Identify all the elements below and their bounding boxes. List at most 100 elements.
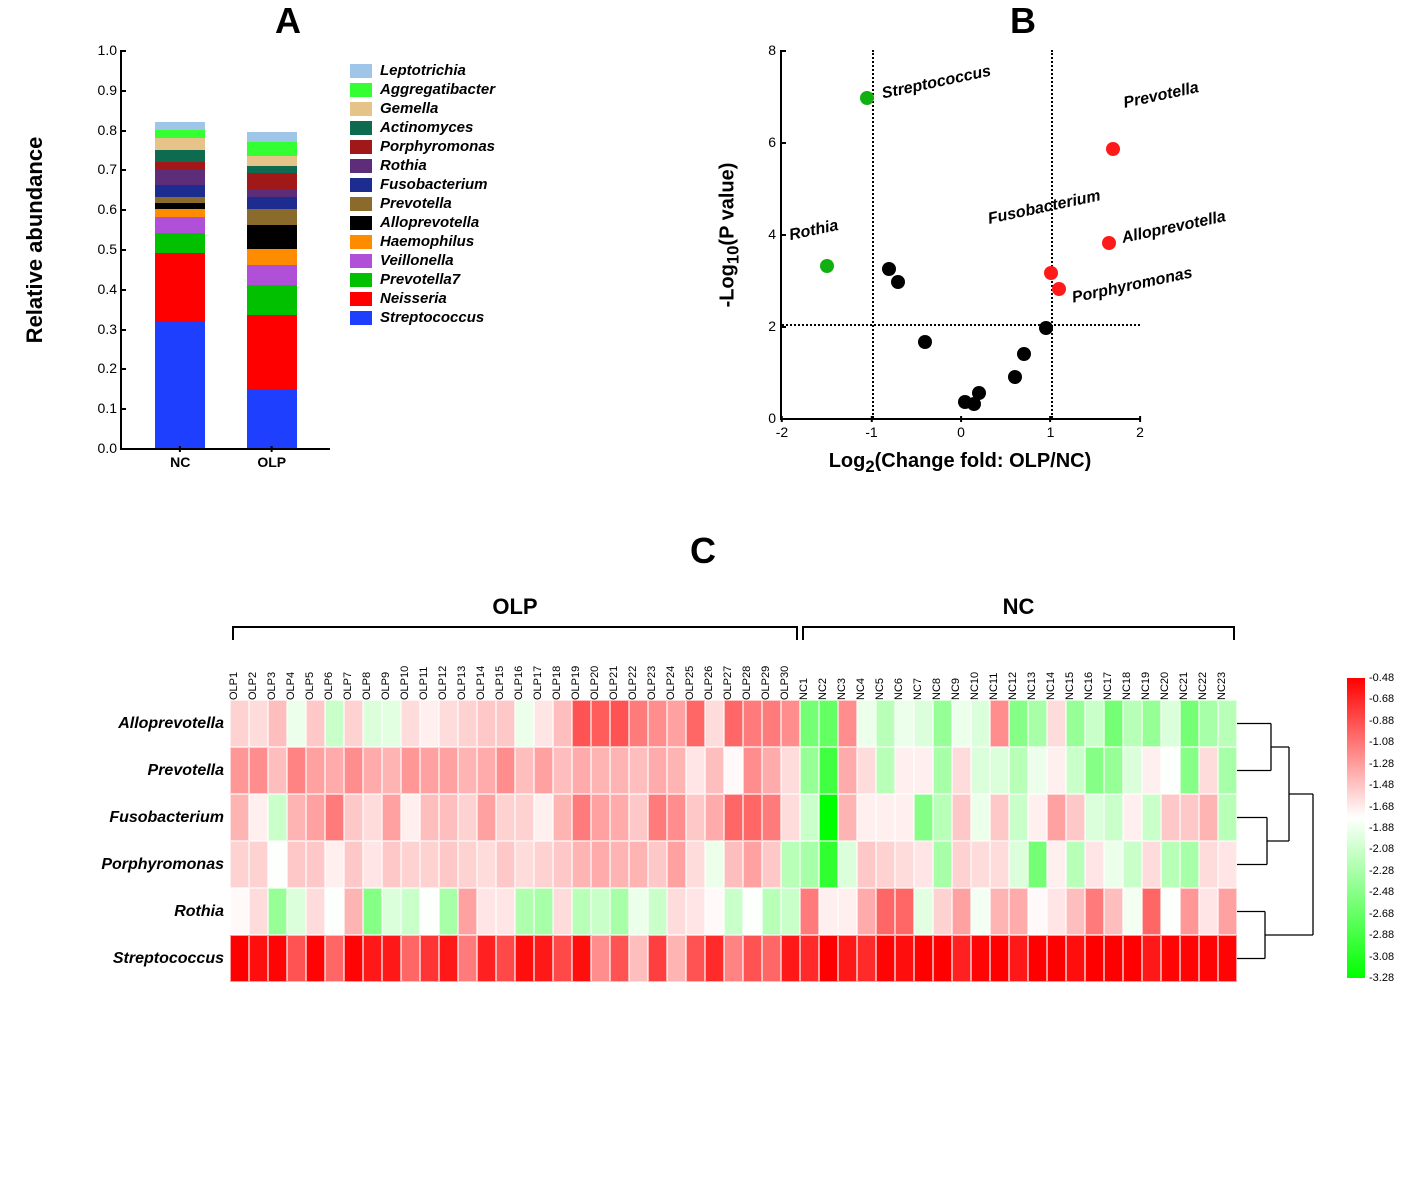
heatmap-cell [1047, 700, 1066, 747]
heatmap-col-label: NC6 [893, 678, 905, 700]
heatmap-cell [458, 747, 477, 794]
legend-text: Actinomyces [380, 119, 473, 136]
panel-a-ytick: 0.4 [77, 281, 117, 297]
legend-swatch [350, 159, 372, 173]
heatmap-col-label: OLP13 [456, 666, 468, 700]
heatmap-cell [268, 700, 287, 747]
heatmap-cell [1028, 794, 1047, 841]
heatmap-col-label: OLP29 [760, 666, 772, 700]
heatmap-cell [1104, 794, 1123, 841]
panel-b-volcano: -Log10(P value) Log2(Change fold: OLP/NC… [700, 40, 1400, 480]
heatmap-col-label: NC10 [969, 672, 981, 700]
heatmap-cell [724, 935, 743, 982]
heatmap-cell [933, 935, 952, 982]
group-label: NC [1003, 594, 1035, 620]
legend-item: Porphyromonas [350, 138, 630, 155]
heatmap-cell [401, 935, 420, 982]
heatmap-cell [382, 841, 401, 888]
heatmap-cell [610, 700, 629, 747]
heatmap-cell [553, 935, 572, 982]
panel-b-ytick: 4 [752, 226, 776, 242]
heatmap-cell [249, 841, 268, 888]
heatmap-cell [952, 794, 971, 841]
heatmap-cell [876, 747, 895, 794]
heatmap-cell [876, 888, 895, 935]
heatmap-cell [1123, 747, 1142, 794]
heatmap-cell [458, 841, 477, 888]
heatmap-cell [572, 794, 591, 841]
legend-swatch [350, 102, 372, 116]
heatmap-cell [306, 888, 325, 935]
heatmap-cell [1066, 935, 1085, 982]
heatmap-cell [439, 794, 458, 841]
heatmap-cell [325, 888, 344, 935]
heatmap-cell [230, 700, 249, 747]
heatmap-cell [1180, 794, 1199, 841]
bar-segment [155, 162, 205, 170]
bar-segment [247, 265, 297, 285]
heatmap-cell [420, 841, 439, 888]
heatmap-cell [1066, 700, 1085, 747]
heatmap-cell [230, 888, 249, 935]
heatmap-cell [344, 794, 363, 841]
legend-swatch [350, 197, 372, 211]
heatmap-cell [895, 841, 914, 888]
heatmap-cell [1199, 935, 1218, 982]
panel-a-ytick: 0.6 [77, 201, 117, 217]
bar-segment [247, 249, 297, 265]
heatmap-cell [534, 841, 553, 888]
heatmap-cell [591, 700, 610, 747]
heatmap-col-label: NC5 [874, 678, 886, 700]
heatmap-cell [553, 888, 572, 935]
heatmap-cell [363, 935, 382, 982]
heatmap-cell [667, 794, 686, 841]
panel-a-stacked-bar: Relative abundance 0.00.10.20.30.40.50.6… [70, 40, 630, 480]
heatmap-cell [819, 841, 838, 888]
heatmap-cell [990, 794, 1009, 841]
panel-a-ytick: 0.9 [77, 82, 117, 98]
heatmap-cell [800, 747, 819, 794]
heatmap-col-label: OLP16 [513, 666, 525, 700]
heatmap-col-label: OLP11 [418, 667, 430, 700]
legend-swatch [350, 292, 372, 306]
heatmap-cell [762, 747, 781, 794]
heatmap-cell [1009, 747, 1028, 794]
legend-text: Neisseria [380, 290, 447, 307]
legend-item: Fusobacterium [350, 176, 630, 193]
heatmap-cell [838, 935, 857, 982]
heatmap-cell [914, 888, 933, 935]
heatmap-row [230, 747, 1237, 794]
heatmap-col-label: NC7 [912, 678, 924, 700]
legend-item: Neisseria [350, 290, 630, 307]
heatmap-cell [895, 747, 914, 794]
panel-label-a: A [275, 0, 301, 42]
bar-segment [247, 285, 297, 315]
heatmap-col-label: OLP21 [608, 666, 620, 700]
heatmap-cell [629, 700, 648, 747]
panel-b-ytick: 0 [752, 410, 776, 426]
heatmap-cell [515, 841, 534, 888]
heatmap-cell [971, 747, 990, 794]
legend-swatch [350, 311, 372, 325]
volcano-point-label: Fusobacterium [986, 187, 1102, 228]
heatmap-cell [1142, 747, 1161, 794]
heatmap-cell [287, 794, 306, 841]
heatmap-cell [610, 841, 629, 888]
colorbar-tick: -1.48 [1369, 779, 1394, 791]
legend-text: Veillonella [380, 252, 454, 269]
heatmap-cell [686, 700, 705, 747]
heatmap-cell [249, 747, 268, 794]
heatmap-cell [344, 841, 363, 888]
panel-a-ytick: 1.0 [77, 42, 117, 58]
heatmap-cell [572, 700, 591, 747]
heatmap-cell [1009, 794, 1028, 841]
bar-segment [247, 209, 297, 225]
group-label: OLP [492, 594, 537, 620]
heatmap-cell [382, 747, 401, 794]
heatmap-cell [990, 888, 1009, 935]
colorbar-tick: -0.88 [1369, 715, 1394, 727]
heatmap-cell [705, 935, 724, 982]
heatmap-cell [515, 935, 534, 982]
heatmap-cell [1180, 841, 1199, 888]
heatmap-cell [1218, 841, 1237, 888]
